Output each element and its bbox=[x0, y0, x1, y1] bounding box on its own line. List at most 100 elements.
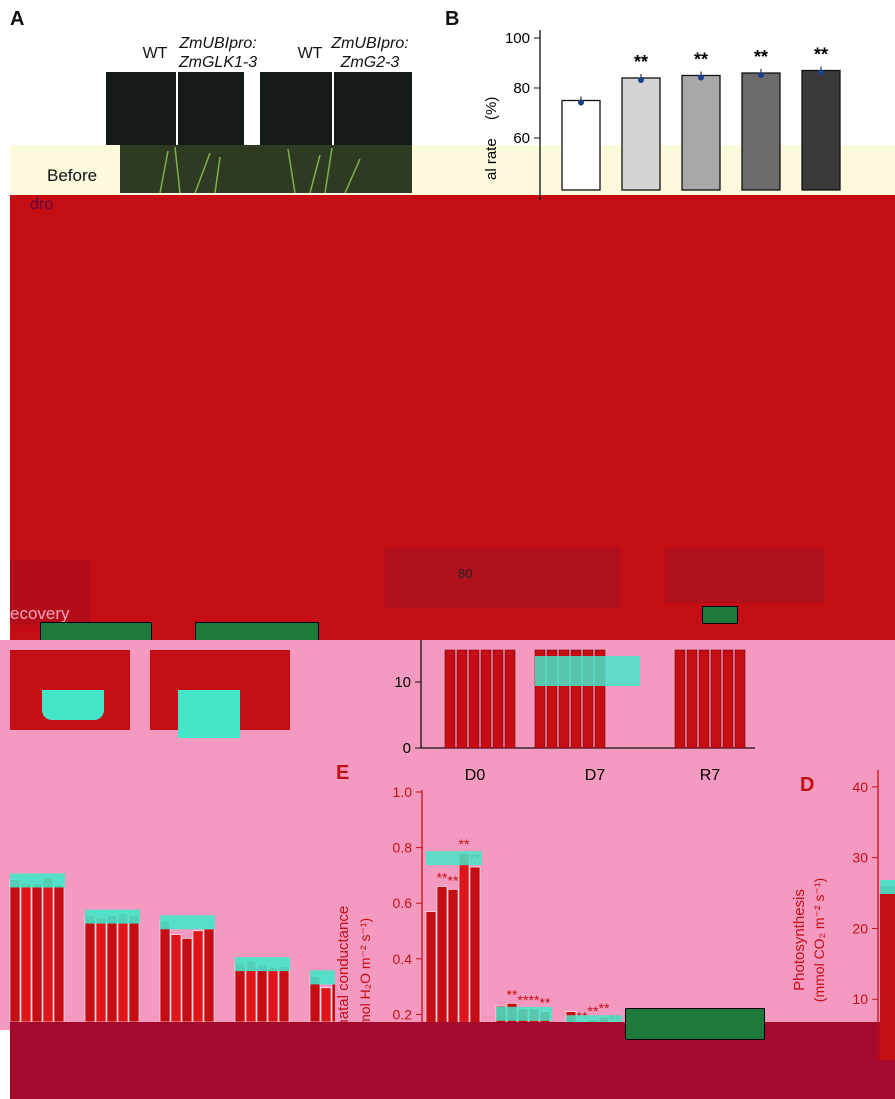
d-ytick-label-1: 20 bbox=[852, 920, 868, 936]
conductance-left-chart bbox=[9, 873, 335, 1023]
stage-label-before: Before bbox=[47, 166, 98, 185]
b-ytick-label-60: 60 bbox=[513, 130, 530, 147]
cl-bars-group bbox=[9, 873, 335, 1023]
cl-cyan-1 bbox=[85, 909, 140, 924]
cl-bar-0-2 bbox=[31, 882, 43, 1023]
e-ylabel: Stomatal conductance bbox=[335, 906, 352, 1054]
b-sig-1: ** bbox=[634, 52, 648, 72]
cl-bar-2-4 bbox=[203, 928, 215, 1023]
plant-photo-g2 bbox=[334, 72, 412, 145]
stage-label-drought: dro bbox=[30, 196, 54, 213]
b-point-3 bbox=[758, 72, 764, 78]
e-sig-1-4: ** bbox=[540, 995, 551, 1011]
e-ytick-label-5: 1.0 bbox=[393, 784, 413, 800]
d-ylabel: Photosynthesis bbox=[791, 889, 808, 991]
genotype-glk1-line1: ZmUBIpro: bbox=[179, 35, 257, 52]
e-ytick-label-4: 0.8 bbox=[393, 840, 413, 856]
bl-bar-2-1 bbox=[686, 649, 698, 749]
bl-bar-0-5 bbox=[504, 649, 516, 749]
b-ylabel: (%) bbox=[483, 97, 500, 120]
bl-bar-1-0 bbox=[534, 649, 546, 749]
b-point-1 bbox=[638, 77, 644, 83]
red-block-3 bbox=[665, 548, 825, 603]
cl-bar-1-0 bbox=[84, 915, 96, 1023]
d-bar-0 bbox=[880, 885, 895, 1060]
b-bar-0 bbox=[561, 99, 601, 191]
e-sig-2-2: ** bbox=[588, 1003, 599, 1019]
d-ytick-label-3: 40 bbox=[852, 779, 868, 795]
b-sig-4: ** bbox=[814, 45, 828, 65]
bl-xtick-r7: R7 bbox=[700, 767, 721, 784]
e-sig-0-2: ** bbox=[448, 872, 459, 888]
pot-1 bbox=[42, 690, 104, 720]
d-ytick-label-2: 30 bbox=[852, 850, 868, 866]
bl-bar-2-4 bbox=[722, 649, 734, 749]
e-ytick-label-1: 0.2 bbox=[393, 1006, 413, 1022]
b-bar-1 bbox=[621, 77, 661, 191]
bl-bar-1-5 bbox=[594, 649, 606, 749]
panel-letter-a: A bbox=[10, 8, 25, 30]
pot-2 bbox=[178, 690, 240, 738]
bl-ytick-label-0: 0 bbox=[403, 740, 411, 757]
e-ylabel-unit: (mmol H₂O m⁻² s⁻¹) bbox=[357, 918, 373, 1042]
bl-bar-0-0 bbox=[444, 649, 456, 749]
bl-bar-1-3 bbox=[570, 649, 582, 749]
cl-bar-2-2 bbox=[181, 938, 193, 1023]
survival-rate-chart: 100 80 60 (%) al rate ** ** ** ** bbox=[483, 30, 841, 200]
genotype-g2-line2: ZmG2-3 bbox=[340, 54, 400, 71]
bl-bar-2-2 bbox=[698, 649, 710, 749]
bl-bars-group bbox=[444, 649, 746, 749]
e-sig-0-3: ** bbox=[459, 836, 470, 852]
red-block-2 bbox=[385, 548, 620, 608]
panel-letter-b: B bbox=[445, 8, 460, 30]
plant-photo-glk1 bbox=[178, 72, 244, 145]
bl-bar-0-1 bbox=[456, 649, 468, 749]
green-tile-3 bbox=[702, 606, 738, 624]
genotype-label-g2: ZmUBIpro: ZmG2-3 bbox=[330, 34, 410, 72]
cl-bar-1-3 bbox=[117, 913, 129, 1023]
b-bar-3 bbox=[741, 72, 781, 191]
before-photo-strip bbox=[120, 145, 412, 193]
bl-bar-0-2 bbox=[468, 649, 480, 749]
e-sig-1-1: ** bbox=[507, 986, 518, 1002]
genotype-label-wt-1: WT bbox=[130, 44, 180, 63]
bl-bar-2-0 bbox=[674, 649, 686, 749]
d-ytick-label-0: 10 bbox=[852, 991, 868, 1007]
d-ylabel-unit: (mmol CO₂ m⁻² s⁻¹) bbox=[811, 878, 827, 1002]
plant-photo-wt-1 bbox=[106, 72, 176, 145]
stage-label-recovery: ecovery bbox=[10, 604, 70, 623]
cl-cyan-0 bbox=[10, 873, 65, 888]
bl-bar-2-3 bbox=[710, 649, 722, 749]
b-bar-2 bbox=[681, 74, 721, 191]
bl-bar-1-4 bbox=[582, 649, 594, 749]
e-cyan-1 bbox=[496, 1006, 552, 1021]
bl-ytick-label-10: 10 bbox=[394, 674, 411, 691]
cl-cyan-3 bbox=[235, 957, 290, 972]
bl-bar-1-1 bbox=[546, 649, 558, 749]
cl-bar-4-2 bbox=[331, 983, 335, 1023]
partial-tick-label: 80 bbox=[458, 566, 473, 581]
b-sig-2: ** bbox=[694, 50, 708, 70]
d-ticks-group: 10 20 30 40 bbox=[852, 779, 878, 1007]
bl-bar-2-5 bbox=[734, 649, 746, 749]
cl-bar-0-4 bbox=[53, 884, 65, 1023]
bl-xtick-d0: D0 bbox=[465, 767, 486, 784]
b-bars-group: ** ** ** ** bbox=[561, 45, 841, 191]
e-sig-1-2: ** bbox=[518, 992, 529, 1008]
cl-cyan-2 bbox=[160, 915, 215, 930]
bl-cyan-patch bbox=[535, 656, 640, 686]
genotype-glk1-line2: ZmGLK1-3 bbox=[178, 54, 258, 71]
cl-bar-1-2 bbox=[106, 915, 118, 1023]
b-ytick-label-100: 100 bbox=[505, 30, 530, 47]
panel-letter-e: E bbox=[336, 762, 350, 784]
cl-bar-1-4 bbox=[128, 915, 140, 1023]
photosynthesis-chart: Photosynthesis (mmol CO₂ m⁻² s⁻¹) 10 20 30… bbox=[791, 770, 895, 1060]
drought-series-chart: 10 0 D0 D7 R7 bbox=[394, 640, 755, 784]
cl-bar-1-1 bbox=[95, 917, 107, 1023]
cl-cyan-4 bbox=[310, 970, 335, 985]
cl-bar-0-0 bbox=[9, 879, 21, 1023]
panel-letter-d: D bbox=[800, 774, 815, 796]
d-cyan-0 bbox=[880, 879, 895, 894]
genotype-g2-line1: ZmUBIpro: bbox=[331, 35, 409, 52]
e-cyan-0 bbox=[426, 851, 482, 866]
